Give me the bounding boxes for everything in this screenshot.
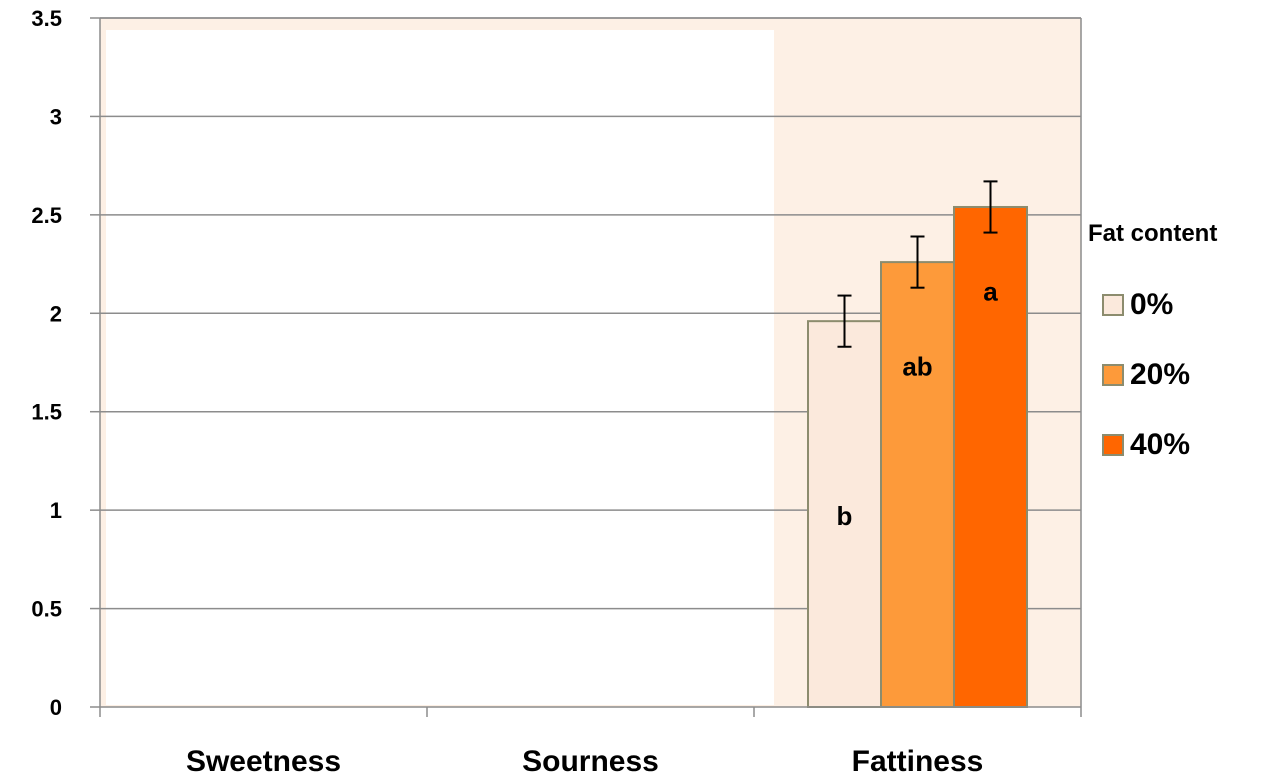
significance-label: ab [902, 351, 932, 381]
legend-item-2: 40% [1088, 428, 1217, 461]
legend-label-1: 20% [1130, 358, 1191, 391]
category-label: Sweetness [186, 745, 341, 778]
legend-item-0: 0% [1088, 288, 1217, 321]
legend-item-1: 20% [1088, 358, 1217, 391]
legend-swatch-2 [1102, 434, 1124, 456]
y-tick-label: 2 [50, 301, 62, 326]
axes [90, 17, 1082, 717]
significance-label: a [983, 277, 998, 307]
category-label: Fattiness [852, 745, 984, 778]
legend-label-0: 0% [1130, 288, 1174, 321]
legend-swatch-1 [1102, 364, 1124, 386]
bars [807, 180, 1028, 709]
legend: Fat content 0% 20% 40% [1088, 220, 1217, 500]
y-tick-label: 0 [50, 695, 62, 720]
legend-label-2: 40% [1130, 428, 1191, 461]
y-tick-label: 2.5 [31, 203, 62, 228]
category-label: Sourness [522, 745, 659, 778]
y-tick-label: 3 [50, 104, 62, 129]
y-tick-label: 1.5 [31, 400, 62, 425]
blank-panel-overlay [106, 30, 774, 705]
y-tick-label: 1 [50, 498, 62, 523]
legend-title: Fat content [1088, 220, 1218, 247]
labels: 0 0.5 1 1.5 2 2.5 3 3.5 Sweetness Sourness Fattine… [31, 6, 998, 778]
y-tick-label: 0.5 [31, 597, 62, 622]
y-tick-label: 3.5 [31, 6, 62, 31]
significance-label: b [837, 501, 853, 531]
legend-swatch-0 [1102, 294, 1124, 316]
bar [880, 261, 955, 708]
